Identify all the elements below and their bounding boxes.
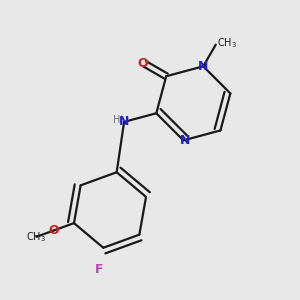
Text: O: O xyxy=(48,224,59,237)
Text: N: N xyxy=(198,60,208,73)
Text: O: O xyxy=(138,57,148,70)
Text: CH$_3$: CH$_3$ xyxy=(218,36,237,50)
Text: H: H xyxy=(113,115,121,125)
Text: N: N xyxy=(180,134,190,147)
Text: CH$_3$: CH$_3$ xyxy=(26,230,46,244)
Text: N: N xyxy=(119,116,129,128)
Text: F: F xyxy=(95,262,104,276)
